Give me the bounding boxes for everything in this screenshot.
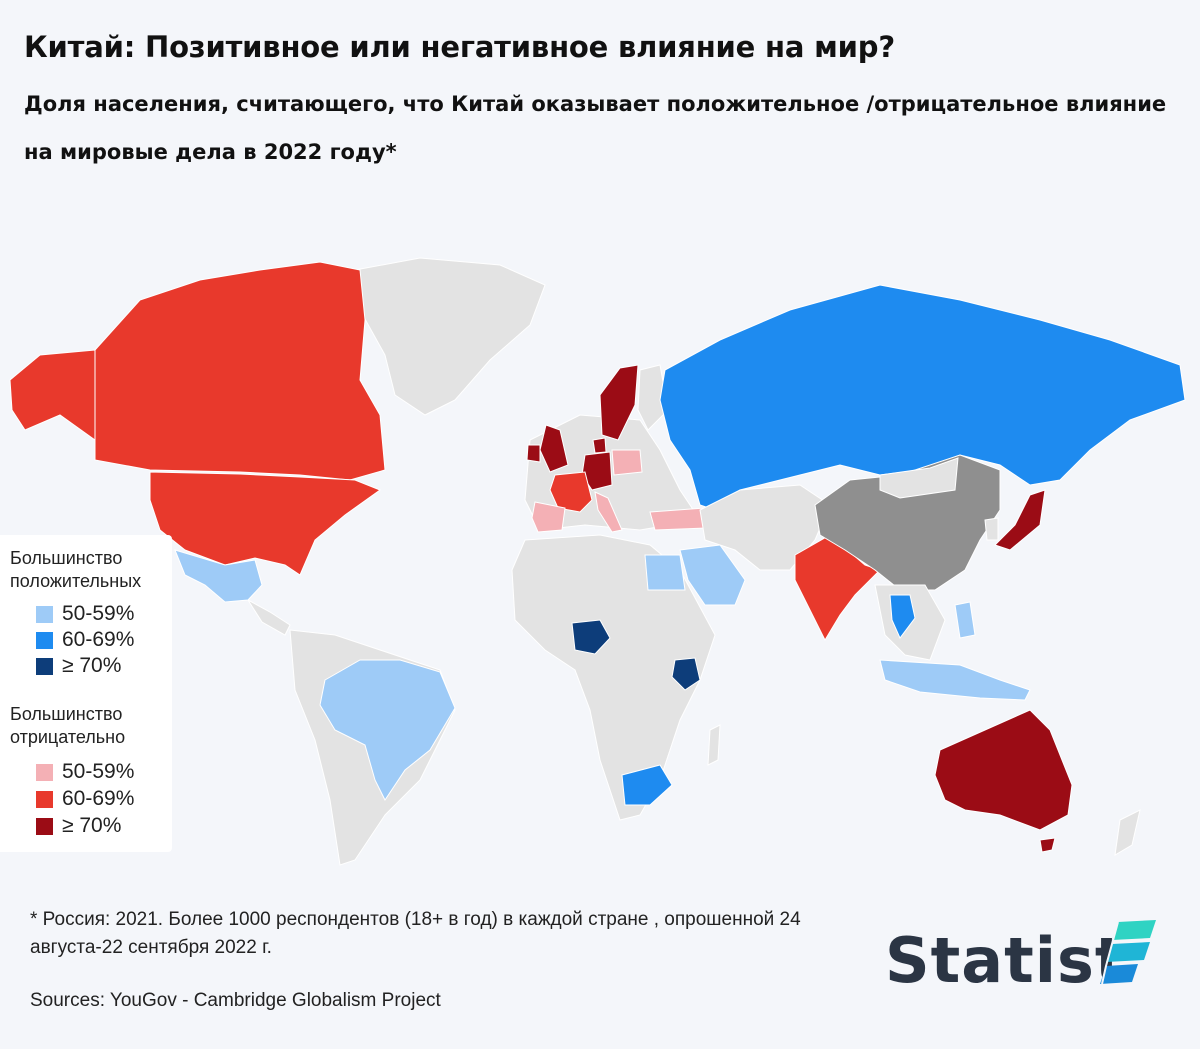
region-italy: [594, 491, 623, 533]
region-germany: [581, 451, 613, 491]
region-uk: [539, 424, 569, 473]
region-thailand: [889, 594, 916, 639]
legend-swatch: [36, 817, 53, 835]
region-denmark: [592, 437, 607, 454]
sources-line: Sources: YouGov - Cambridge Globalism Pr…: [30, 990, 441, 1011]
region-new-zealand: [1114, 809, 1141, 856]
region-central-america: [247, 599, 291, 636]
legend-positive-heading: Большинство положительных: [10, 548, 142, 591]
region-turkey: [649, 507, 707, 531]
region-south-africa: [621, 764, 673, 806]
region-indonesia: [879, 659, 1031, 701]
region-philippines: [954, 601, 976, 639]
page-title: Китай: Позитивное или негативное влияние…: [24, 30, 895, 64]
region-australia: [934, 709, 1073, 831]
region-greenland: [354, 257, 546, 416]
legend-swatch: [36, 631, 53, 649]
legend-swatch: [36, 605, 53, 623]
map-legend: Большинство положительных 50-59% 60-69% …: [0, 535, 172, 852]
legend-swatch: [36, 763, 53, 781]
legend-label: 50-59%: [62, 602, 135, 625]
region-nigeria: [571, 619, 611, 655]
legend-label: 60-69%: [62, 628, 135, 651]
region-mongolia: [879, 457, 959, 499]
region-france: [549, 471, 593, 513]
region-ireland: [526, 444, 541, 463]
legend-label: 60-69%: [62, 787, 135, 810]
region-japan: [994, 489, 1046, 551]
region-alaska: [9, 349, 96, 441]
legend-item: 60-69%: [36, 787, 135, 810]
legend-item: 50-59%: [36, 602, 135, 625]
region-finland: [637, 364, 669, 431]
region-spain: [531, 501, 566, 533]
region-sweden: [599, 364, 639, 441]
legend-swatch: [36, 790, 53, 808]
world-map: [9, 257, 1186, 866]
region-brazil: [319, 659, 456, 801]
region-madagascar: [707, 724, 721, 766]
legend-item: ≥ 70%: [36, 814, 122, 837]
region-canada: [94, 261, 386, 481]
region-korea: [984, 517, 999, 541]
legend-negative-heading: Большинство отрицательно: [10, 704, 126, 747]
legend-label: ≥ 70%: [62, 814, 122, 837]
brand-wordmark: Statist: [885, 924, 1126, 997]
region-kenya: [671, 657, 701, 691]
page-subtitle: Доля населения, считающего, что Китай ок…: [24, 92, 1167, 164]
region-egypt: [644, 554, 686, 591]
legend-item: 50-59%: [36, 760, 135, 783]
statista-logo-icon: [1100, 920, 1156, 985]
region-poland: [611, 449, 643, 476]
footnote: * Россия: 2021. Более 1000 респондентов …: [30, 909, 801, 958]
legend-label: 50-59%: [62, 760, 135, 783]
region-tasmania: [1039, 837, 1056, 853]
legend-label: ≥ 70%: [62, 654, 122, 677]
legend-item: 60-69%: [36, 628, 135, 651]
legend-item: ≥ 70%: [36, 654, 122, 677]
legend-swatch: [36, 657, 53, 675]
region-saudi-arabia: [679, 544, 746, 606]
region-russia: [659, 284, 1186, 511]
